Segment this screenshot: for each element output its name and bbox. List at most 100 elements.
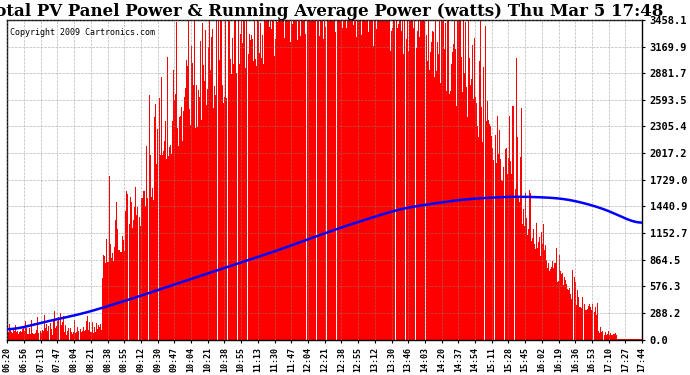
Bar	[104, 256, 105, 340]
Bar	[94, 327, 95, 340]
Bar	[123, 240, 124, 340]
Bar	[572, 270, 573, 340]
Bar	[246, 20, 248, 340]
Bar	[610, 333, 611, 340]
Bar	[540, 256, 541, 340]
Bar	[245, 68, 246, 340]
Bar	[459, 20, 460, 340]
Bar	[101, 330, 102, 340]
Bar	[570, 294, 571, 340]
Bar	[361, 34, 362, 340]
Bar	[555, 263, 556, 340]
Bar	[364, 20, 366, 340]
Bar	[102, 278, 103, 340]
Bar	[329, 20, 330, 340]
Bar	[308, 20, 309, 340]
Bar	[17, 331, 18, 340]
Bar	[536, 223, 538, 340]
Bar	[265, 20, 266, 340]
Bar	[578, 297, 579, 340]
Bar	[419, 38, 420, 340]
Bar	[280, 20, 281, 340]
Bar	[421, 20, 422, 340]
Bar	[139, 217, 140, 340]
Bar	[409, 20, 410, 340]
Bar	[577, 290, 578, 340]
Bar	[301, 20, 302, 340]
Bar	[411, 20, 412, 340]
Bar	[37, 317, 38, 340]
Bar	[426, 35, 427, 340]
Bar	[206, 89, 208, 340]
Bar	[103, 255, 104, 340]
Bar	[171, 154, 172, 340]
Bar	[324, 20, 325, 340]
Bar	[175, 94, 176, 340]
Bar	[400, 20, 401, 340]
Bar	[71, 332, 72, 340]
Bar	[134, 207, 135, 340]
Bar	[53, 321, 54, 340]
Bar	[545, 245, 546, 340]
Bar	[50, 322, 51, 340]
Bar	[39, 335, 41, 340]
Bar	[560, 271, 561, 340]
Bar	[15, 325, 16, 340]
Bar	[479, 61, 480, 340]
Bar	[196, 85, 197, 340]
Bar	[367, 20, 368, 340]
Bar	[249, 34, 250, 340]
Bar	[120, 252, 121, 340]
Bar	[266, 20, 268, 340]
Bar	[538, 242, 539, 340]
Bar	[424, 20, 426, 340]
Bar	[602, 332, 604, 340]
Bar	[347, 20, 348, 340]
Bar	[431, 42, 432, 340]
Bar	[35, 333, 36, 340]
Bar	[548, 263, 549, 340]
Bar	[147, 198, 148, 340]
Bar	[526, 218, 527, 340]
Bar	[601, 333, 602, 340]
Bar	[473, 38, 475, 340]
Bar	[470, 85, 471, 340]
Bar	[26, 328, 27, 340]
Bar	[451, 63, 452, 340]
Bar	[166, 159, 167, 340]
Bar	[457, 20, 458, 340]
Bar	[491, 136, 492, 340]
Bar	[498, 154, 499, 340]
Bar	[146, 146, 147, 340]
Bar	[580, 308, 581, 340]
Bar	[418, 20, 419, 340]
Bar	[176, 22, 177, 340]
Bar	[51, 329, 52, 340]
Bar	[116, 202, 117, 340]
Bar	[23, 326, 24, 340]
Bar	[398, 24, 399, 340]
Bar	[38, 333, 39, 340]
Bar	[588, 306, 589, 340]
Bar	[493, 122, 495, 340]
Bar	[43, 331, 44, 340]
Bar	[380, 20, 381, 340]
Bar	[345, 20, 346, 340]
Bar	[211, 38, 212, 340]
Bar	[93, 333, 94, 340]
Bar	[105, 263, 106, 340]
Bar	[217, 24, 219, 340]
Bar	[22, 329, 23, 340]
Bar	[435, 21, 436, 340]
Bar	[212, 29, 213, 340]
Bar	[568, 290, 569, 340]
Bar	[497, 116, 498, 340]
Bar	[403, 54, 404, 340]
Bar	[436, 70, 437, 340]
Bar	[375, 20, 377, 340]
Bar	[223, 103, 224, 340]
Bar	[340, 20, 341, 340]
Bar	[201, 120, 202, 340]
Bar	[106, 239, 107, 340]
Bar	[463, 20, 464, 340]
